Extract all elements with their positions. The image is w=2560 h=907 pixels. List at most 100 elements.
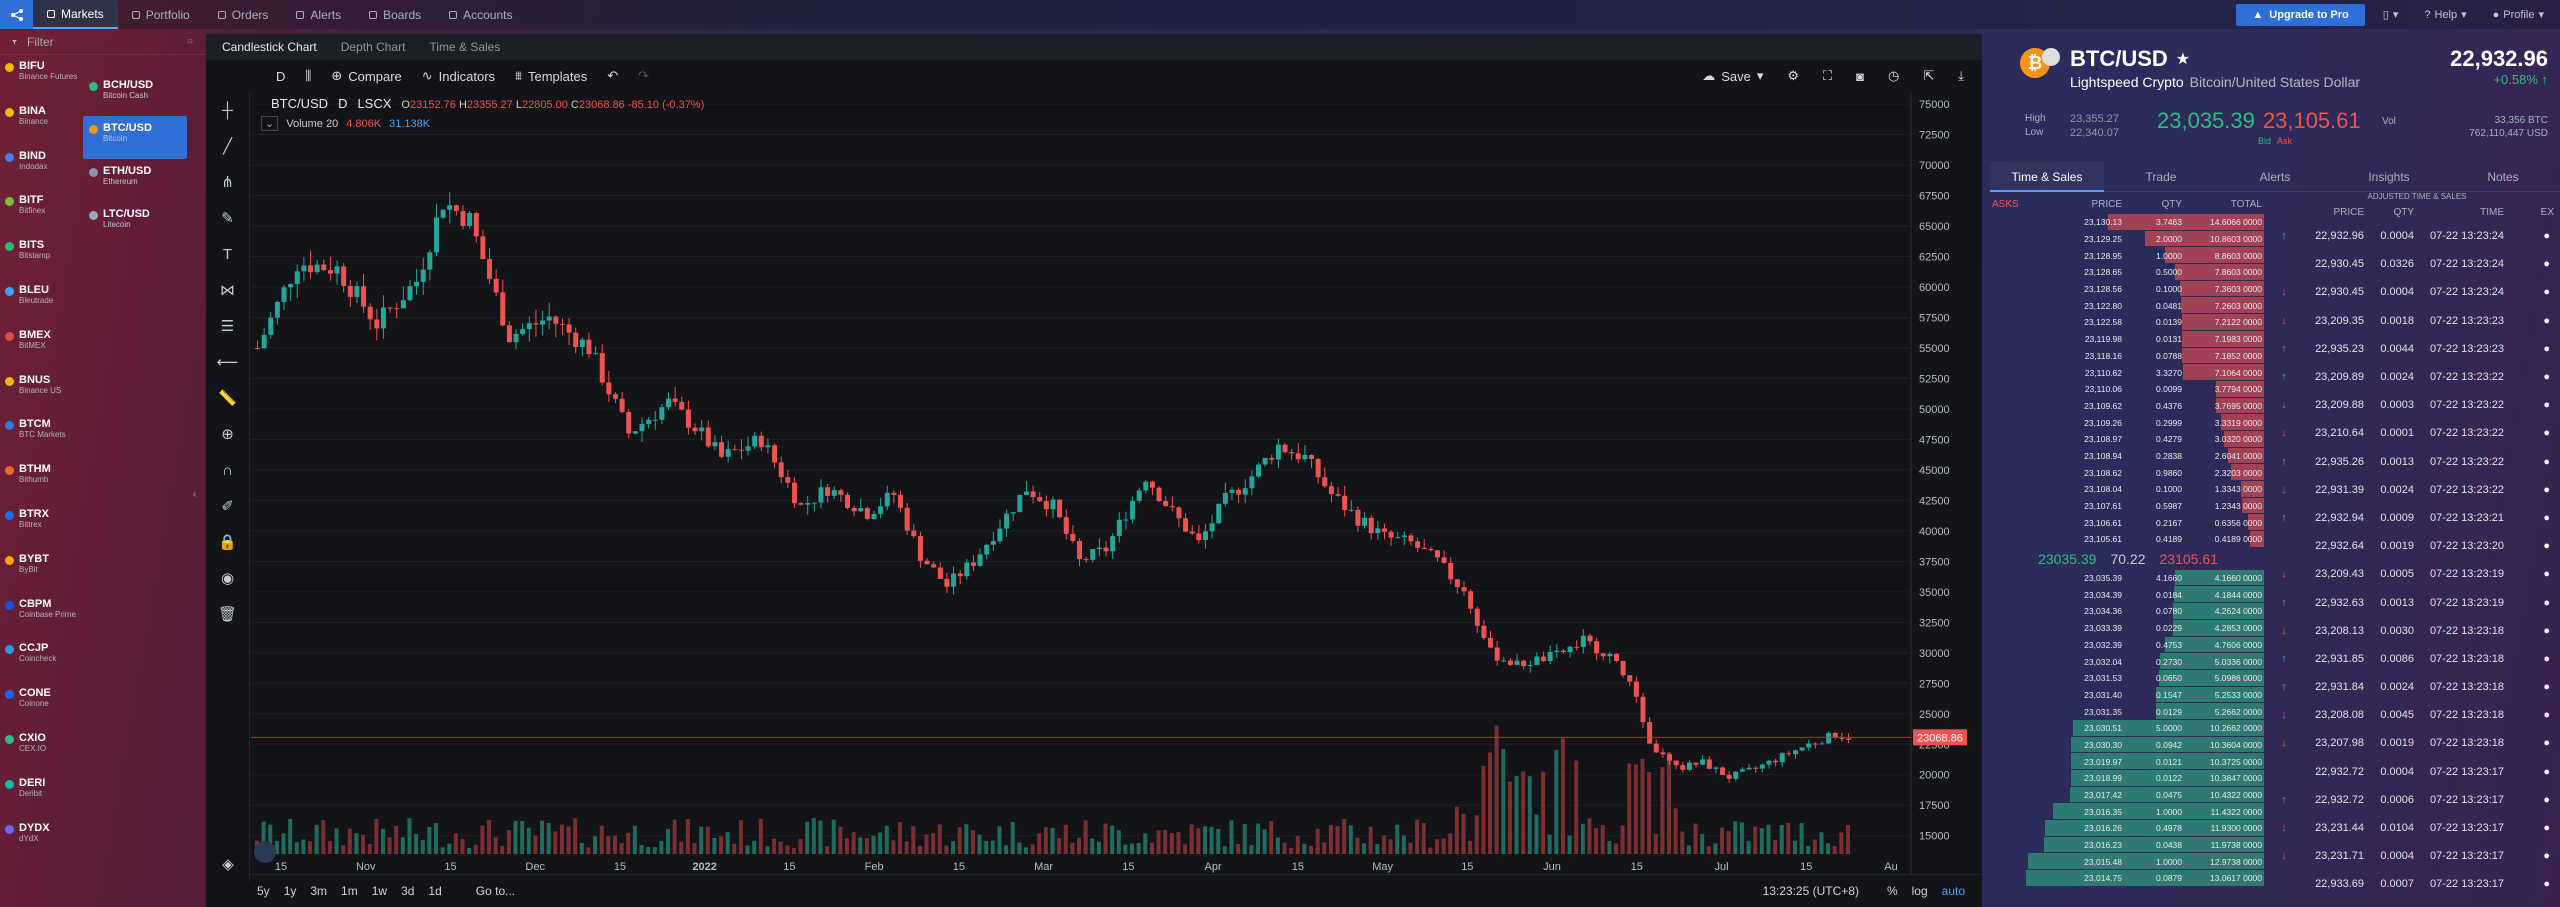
lock-tool[interactable]: 🔒 [206, 524, 249, 560]
chart-tab[interactable]: Time & Sales [429, 40, 501, 54]
ask-row[interactable]: 23,109.62 0.4376 3.7695 0000 [1992, 397, 2264, 415]
ask-row[interactable]: 23,110.06 0.0099 3.7794 0000 [1992, 380, 2264, 398]
exchange-item[interactable]: BITS Bitstamp [0, 234, 82, 279]
exchange-item[interactable]: BIND Indodax [0, 145, 82, 190]
tab-insights[interactable]: Insights [2368, 169, 2410, 184]
arrow-left-tool[interactable]: ⟵ [206, 344, 249, 380]
trade-row[interactable]: 22,930.45 0.0326 07-22 13:23:24 ● [2315, 258, 2550, 271]
trade-row[interactable]: ↓ 22,931.39 0.0024 07-22 13:23:22 ● [2274, 476, 2560, 504]
nav-accounts[interactable]: Accounts [435, 0, 526, 29]
trade-row[interactable]: ↑ 22,935.23 0.0044 07-22 13:23:23 ● [2274, 335, 2560, 363]
ask-row[interactable]: 23,110.62 3.3270 7.1064 0000 [1992, 364, 2264, 381]
tab-time-sales[interactable]: Time & Sales [1990, 161, 2104, 192]
tab-alerts[interactable]: Alerts [2259, 169, 2291, 184]
pair-item[interactable]: ETH/USD Ethereum [83, 159, 187, 202]
undo-button[interactable]: ↶ [597, 60, 628, 92]
zoom-tool[interactable]: ⊕ [206, 416, 249, 452]
ask-row[interactable]: 23,118.16 0.0788 7.1852 0000 [1992, 347, 2264, 365]
exchange-item[interactable]: BTCM BTC Markets [0, 413, 82, 458]
ask-row[interactable]: 23,122.80 0.0481 7.2603 0000 [1992, 297, 2264, 314]
pitchfork-tool[interactable]: ⋔ [206, 164, 249, 200]
exchange-item[interactable]: BITF Bitfinex [0, 189, 82, 234]
profile-menu[interactable]: ● Profile ▾ [2492, 8, 2544, 22]
bid-row[interactable]: 23,032.39 0.4753 4.7606 0000 [1992, 636, 2264, 654]
pair-item[interactable]: LTC/USD Litecoin [83, 202, 187, 245]
trade-row[interactable]: ↓ 23,231.71 0.0004 07-22 13:23:17 ● [2274, 842, 2560, 870]
trade-row[interactable]: 22,933.69 0.0007 07-22 13:23:17 ● [2315, 878, 2550, 891]
ask-row[interactable]: 23,108.97 0.4279 3.0320 0000 [1992, 430, 2264, 448]
pair-item[interactable]: BTC/USD Bitcoin [83, 116, 187, 159]
exchange-item[interactable]: BNUS Binance US [0, 369, 82, 414]
filter-input[interactable] [26, 34, 177, 49]
indicators-button[interactable]: ∿ Indicators [421, 68, 496, 84]
ask-row[interactable]: 23,128.56 0.1000 7.3603 0000 [1992, 280, 2264, 298]
chart-type-button[interactable]: ⫼ [295, 60, 321, 92]
lock-draw-tool[interactable]: ✐ [206, 488, 249, 524]
fullscreen-button[interactable]: ⛶ [1813, 60, 1842, 92]
app-logo-icon[interactable] [0, 0, 33, 29]
trade-row[interactable]: ↑ 22,931.84 0.0024 07-22 13:23:18 ● [2274, 673, 2560, 701]
magnet-tool[interactable]: ∩ [206, 452, 249, 488]
text-tool[interactable]: T [206, 236, 249, 272]
bid-row[interactable]: 23,033.39 0.0229 4.2853 0000 [1992, 619, 2264, 637]
nav-alerts[interactable]: Alerts [282, 0, 355, 29]
ask-row[interactable]: 23,130.13 3.7463 14.6066 0000 [1992, 214, 2264, 231]
trade-row[interactable]: ↑ 22,935.26 0.0013 07-22 13:23:22 ● [2274, 448, 2560, 476]
ruler-tool[interactable]: 📏 [206, 380, 249, 416]
layers-tool[interactable]: ◈ [206, 846, 250, 882]
crosshair-tool[interactable]: ┼ [206, 92, 249, 128]
bid-row[interactable]: 23,031.53 0.0650 5.0986 0000 [1992, 669, 2264, 687]
templates-button[interactable]: ⩩ Templates [515, 68, 588, 84]
pair-item[interactable]: BCH/USD Bitcoin Cash [83, 73, 187, 116]
snapshot-button[interactable]: ◙ [1846, 60, 1874, 92]
exchange-item[interactable]: BIFU Binance Futures [0, 55, 82, 100]
range-1y[interactable]: 1y [283, 884, 297, 898]
ask-row[interactable]: 23,122.58 0.0139 7.2122 0000 [1992, 314, 2264, 331]
ask-row[interactable]: 23,105.61 0.4189 0.4189 0000 [1992, 531, 2264, 548]
replay-button[interactable]: ◷ [1878, 60, 1909, 92]
ask-row[interactable]: 23,128.65 0.5000 7.8603 0000 [1992, 264, 2264, 281]
ask-row[interactable]: 23,109.26 0.2999 3.3319 0000 [1992, 414, 2264, 431]
ask-row[interactable]: 23,107.61 0.5987 1.2343 0000 [1992, 497, 2264, 515]
exchange-item[interactable]: BMEX BitMEX [0, 324, 82, 369]
trade-row[interactable]: ↓ 23,209.43 0.0005 07-22 13:23:19 ● [2274, 560, 2560, 588]
bid-row[interactable]: 23,035.39 4.1660 4.1660 0000 [1992, 569, 2264, 587]
trade-row[interactable]: ↓ 22,930.45 0.0004 07-22 13:23:24 ● [2274, 278, 2560, 306]
range-1m[interactable]: 1m [341, 884, 358, 898]
nav-portfolio[interactable]: Portfolio [118, 0, 204, 29]
trade-row[interactable]: ↑ 22,932.63 0.0013 07-22 13:23:19 ● [2274, 588, 2560, 616]
ask-row[interactable]: 23,129.25 2.0000 10.8603 0000 [1992, 230, 2264, 248]
ask-row[interactable]: 23,128.95 1.0000 8.8603 0000 [1992, 247, 2264, 264]
bid-row[interactable]: 23,018.99 0.0122 10.3847 0000 [1992, 770, 2264, 787]
log-toggle[interactable]: log [1911, 884, 1928, 898]
star-icon[interactable]: ★ [2175, 51, 2191, 68]
price-chart[interactable]: 75000 72500 70000 67500 65000 62500 60000 57500… [251, 92, 1982, 892]
ask-row[interactable]: 23,106.61 0.2167 0.6356 0000 [1992, 514, 2264, 531]
exchange-item[interactable]: BLEU Bleutrade [0, 279, 82, 324]
collapse-panel-icon[interactable]: ‹ [193, 489, 197, 500]
trade-row[interactable]: ↓ 23,209.88 0.0003 07-22 13:23:22 ● [2274, 391, 2560, 419]
auto-toggle[interactable]: auto [1941, 884, 1965, 898]
trendline-tool[interactable]: ╱ [206, 128, 249, 164]
percent-toggle[interactable]: % [1886, 884, 1898, 898]
range-1w[interactable]: 1w [371, 884, 388, 898]
device-menu[interactable]: ▯ ▾ [2375, 8, 2407, 21]
bid-row[interactable]: 23,019.97 0.0121 10.3725 0000 [1992, 753, 2264, 770]
download-button[interactable]: ⤓ [1948, 60, 1974, 92]
chart-canvas[interactable]: 75000 72500 70000 67500 65000 62500 60000 57500… [251, 92, 1982, 874]
range-5y[interactable]: 5y [257, 884, 270, 898]
range-1d[interactable]: 1d [428, 884, 442, 898]
collapse-legend-icon[interactable]: ⌄ [261, 116, 279, 131]
settings-button[interactable]: ⚙ [1777, 60, 1809, 92]
bid-row[interactable]: 23,034.39 0.0184 4.1844 0000 [1992, 586, 2264, 603]
bid-row[interactable]: 23,017.42 0.0475 10.4322 0000 [1992, 786, 2264, 804]
trade-row[interactable]: ↑ 22,932.94 0.0009 07-22 13:23:21 ● [2274, 504, 2560, 532]
pattern-tool[interactable]: ⋈ [206, 272, 249, 308]
nav-markets[interactable]: Markets [33, 0, 118, 29]
bid-row[interactable]: 23,031.40 0.1547 5.2533 0000 [1992, 686, 2264, 704]
bid-row[interactable]: 23,016.23 0.0438 11.9738 0000 [1992, 836, 2264, 854]
ask-row[interactable]: 23,108.04 0.1000 1.3343 0000 [1992, 481, 2264, 498]
help-menu[interactable]: ? Help ▾ [2424, 8, 2467, 22]
upgrade-button[interactable]: ▲ Upgrade to Pro [2236, 3, 2365, 26]
popout-button[interactable]: ⇱ [1913, 60, 1944, 92]
